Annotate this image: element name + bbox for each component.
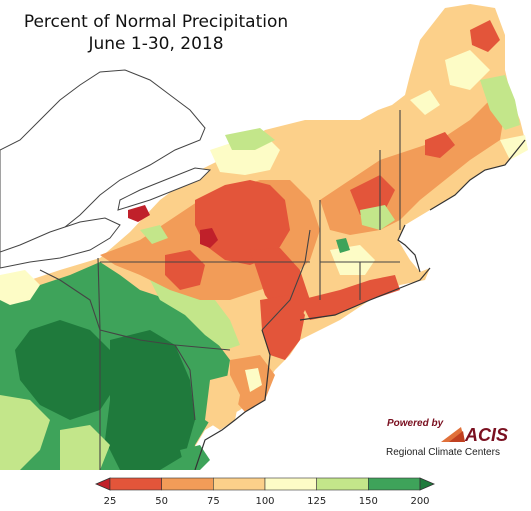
colorbar-underflow-arrow — [94, 477, 111, 491]
logo-swoosh-shadow-icon — [449, 431, 465, 442]
colorbar-tick-label: 75 — [207, 496, 220, 507]
colorbar-overflow-arrow — [419, 477, 436, 491]
logo-brand: ACIS — [464, 425, 508, 445]
colorbar-ticks: 25 50 75 100 125 150 200 — [104, 496, 430, 507]
state-borders — [39, 110, 401, 470]
map-date-range: June 1-30, 2018 — [88, 34, 224, 54]
great-lakes — [0, 69, 212, 269]
colorbar-segment — [213, 477, 266, 491]
precipitation-fields — [0, 20, 528, 470]
colorbar-segment — [316, 477, 369, 491]
colorbar-segment — [109, 477, 162, 491]
acis-logo: Powered by ACIS Regional Climate Centers — [386, 418, 508, 458]
map-title: Percent of Normal Precipitation — [23, 12, 289, 32]
colorbar-tick-label: 50 — [155, 496, 168, 507]
colorbar-segment — [368, 477, 421, 491]
colorbar-tick-label: 25 — [104, 496, 117, 507]
colorbar — [94, 477, 436, 491]
logo-org: Regional Climate Centers — [386, 447, 500, 458]
logo-powered-by: Powered by — [387, 418, 444, 429]
colorbar-segment — [161, 477, 214, 491]
coastline — [194, 139, 526, 470]
colorbar-segment — [264, 477, 317, 491]
colorbar-tick-label: 125 — [307, 496, 326, 507]
colorbar-tick-label: 150 — [359, 496, 378, 507]
colorbar-tick-label: 200 — [410, 496, 429, 507]
colorbar-legend: 25 50 75 100 125 150 200 — [94, 477, 436, 507]
precipitation-map — [0, 4, 528, 470]
colorbar-tick-label: 100 — [255, 496, 274, 507]
